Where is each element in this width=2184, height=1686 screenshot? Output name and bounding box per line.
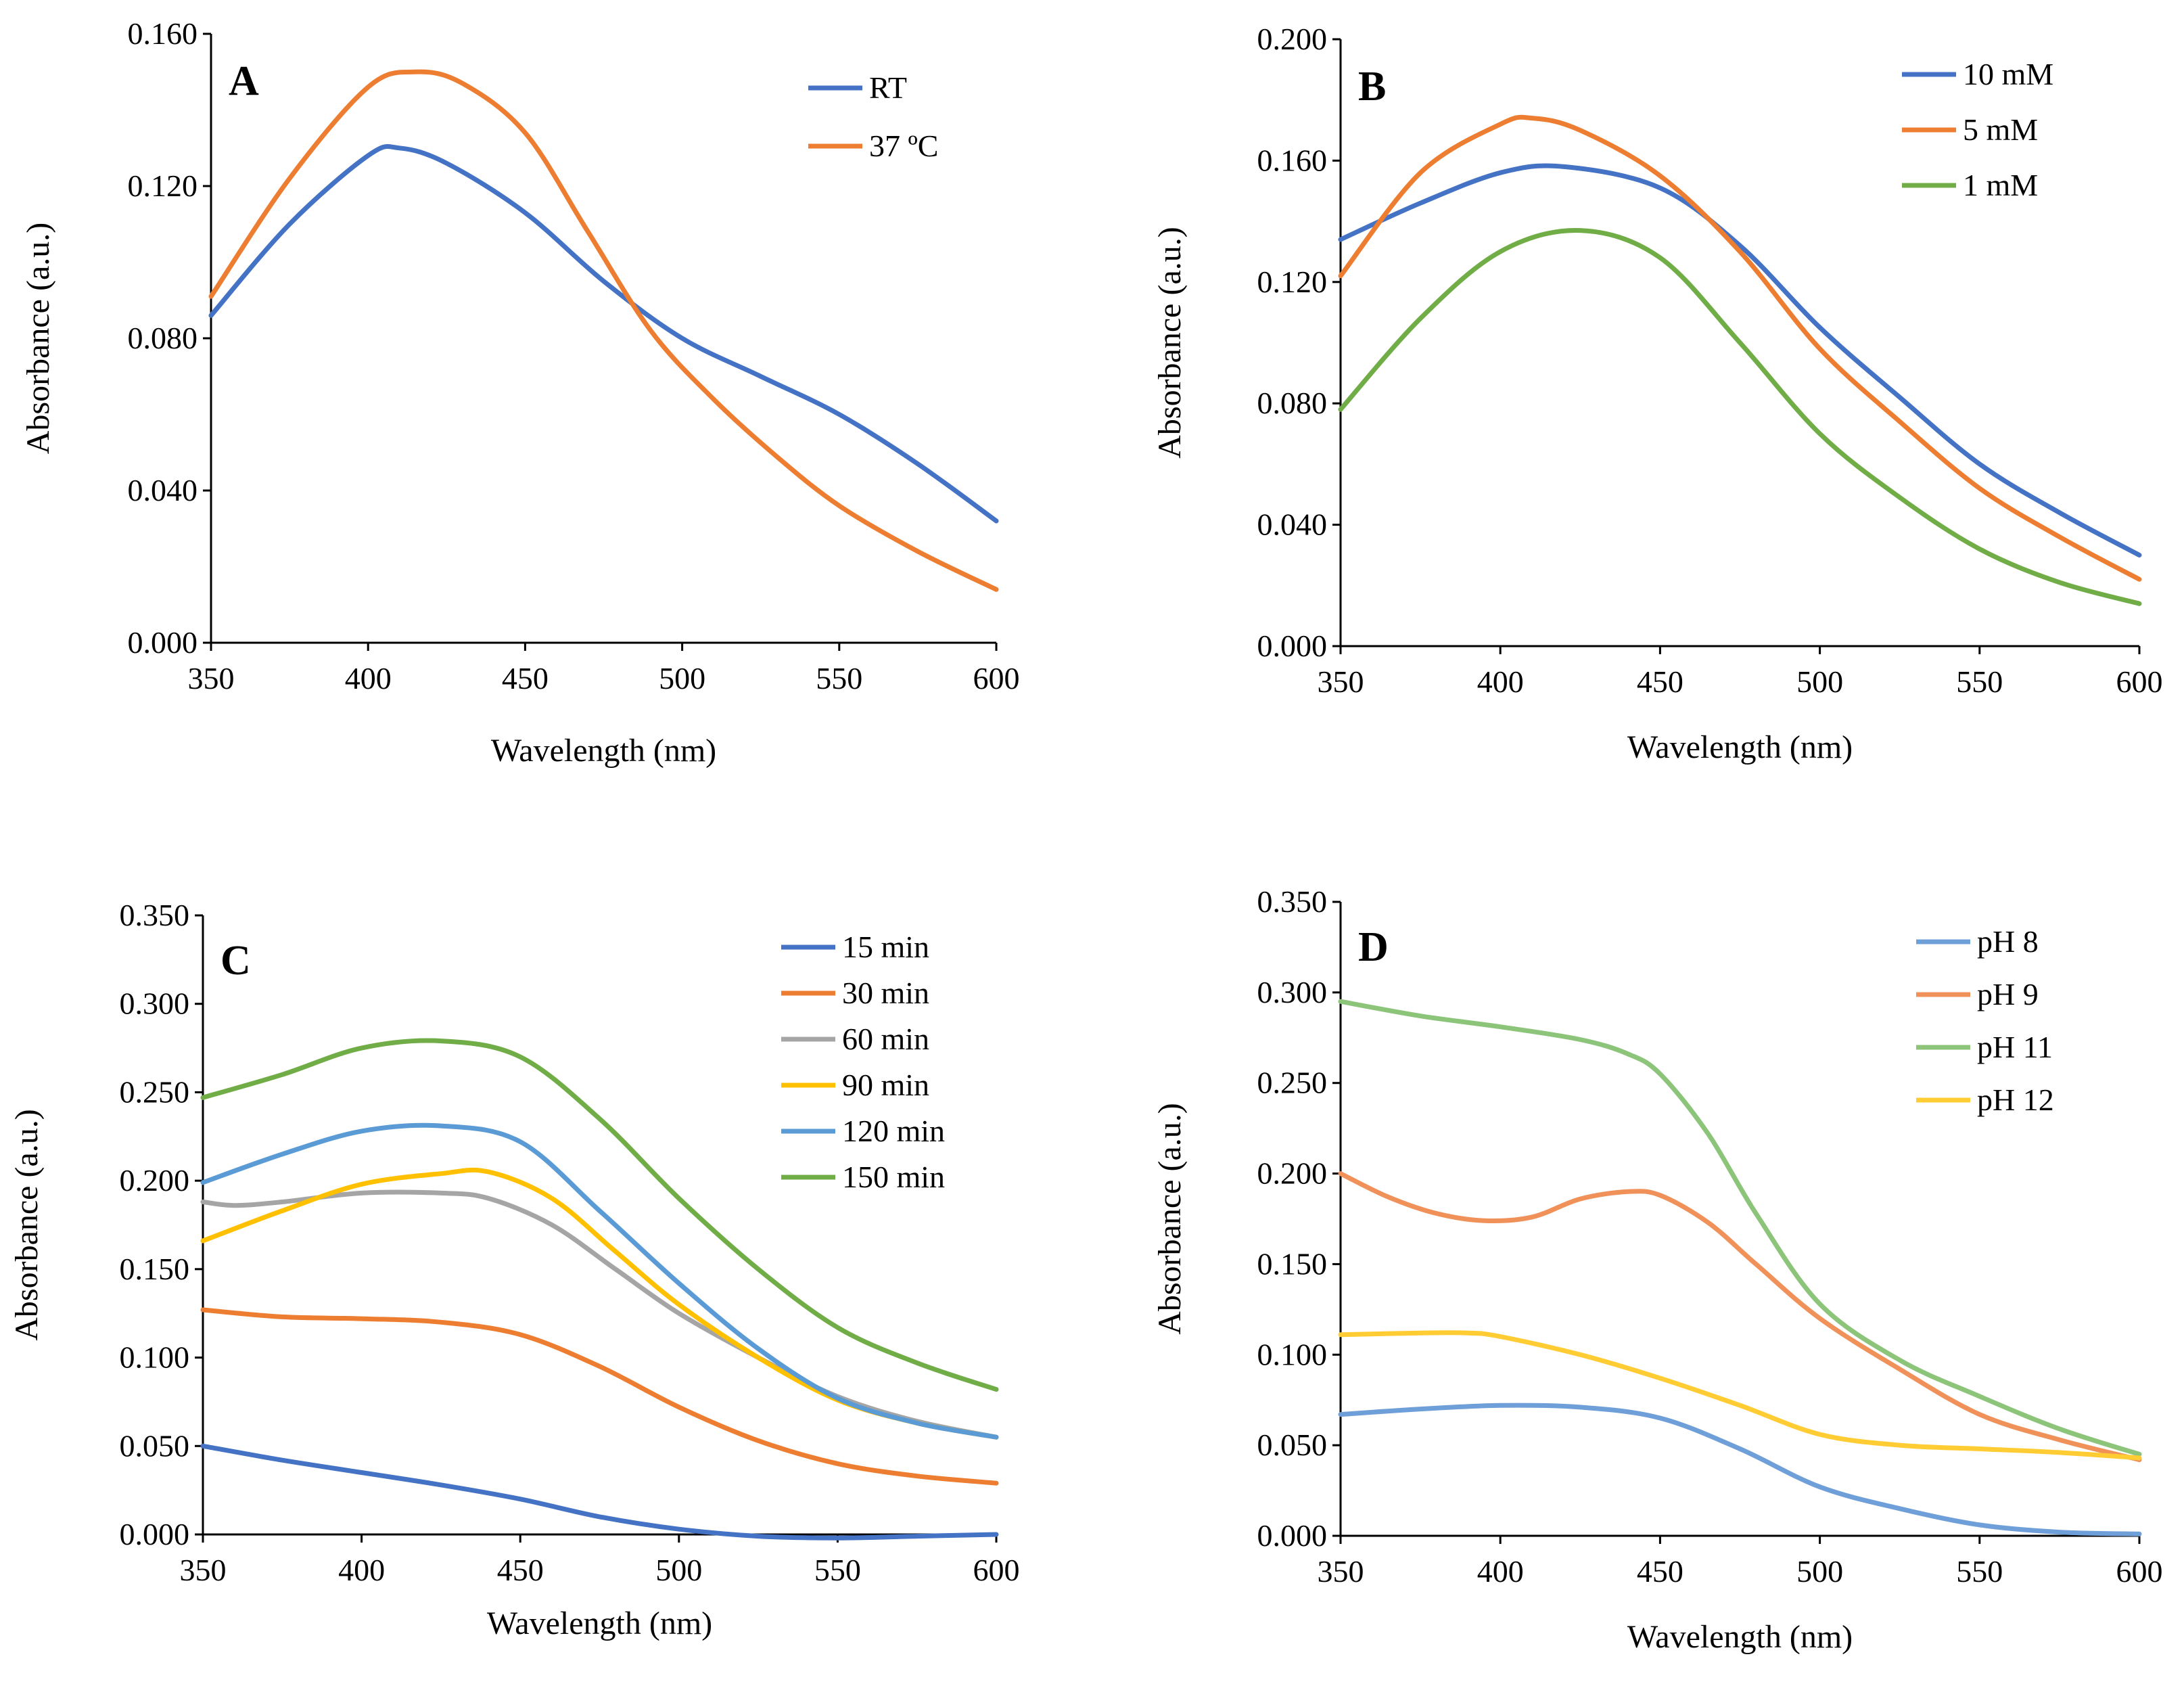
chart-d-y-tick-label: 0.200 bbox=[1257, 1156, 1328, 1191]
chart-c-y-tick-label: 0.000 bbox=[120, 1517, 190, 1551]
chart-b-x-tick-label: 500 bbox=[1796, 664, 1843, 699]
chart-d-panel-label: D bbox=[1358, 924, 1389, 970]
chart-b-series-line-1 bbox=[1338, 163, 2142, 557]
chart-c-y-tick-label: 0.200 bbox=[120, 1163, 190, 1198]
chart-b-x-axis-title: Wavelength (nm) bbox=[1627, 729, 1853, 765]
chart-a-x-tick-label: 550 bbox=[816, 661, 862, 696]
chart-b-series-line-3 bbox=[1338, 227, 2142, 606]
chart-c-legend-label: 15 min bbox=[842, 930, 929, 964]
chart-c-legend-label: 30 min bbox=[842, 976, 929, 1010]
chart-c-series-line-3 bbox=[200, 1189, 999, 1440]
chart-c-x-tick-label: 400 bbox=[338, 1553, 385, 1587]
chart-c-y-tick-label: 0.100 bbox=[120, 1340, 190, 1375]
chart-d-legend-label: pH 11 bbox=[1977, 1030, 2053, 1064]
chart-c-x-tick-label: 600 bbox=[973, 1553, 1020, 1587]
chart-b-y-tick-label: 0.160 bbox=[1257, 143, 1328, 177]
chart-d-series-line-4 bbox=[1338, 1330, 2142, 1461]
chart-b-series-line-2 bbox=[1338, 114, 2142, 582]
chart-a-x-tick-label: 600 bbox=[973, 661, 1020, 696]
chart-b-x-tick-label: 600 bbox=[2116, 664, 2163, 699]
chart-d-y-tick-label: 0.000 bbox=[1257, 1518, 1328, 1553]
chart-a-x-tick-label: 450 bbox=[502, 661, 549, 696]
chart-d-x-tick-label: 400 bbox=[1477, 1554, 1524, 1589]
chart-c-y-tick-label: 0.250 bbox=[120, 1074, 190, 1109]
chart-c-x-tick-label: 350 bbox=[180, 1553, 227, 1587]
chart-a-y-tick-label: 0.040 bbox=[128, 473, 198, 507]
chart-c-panel-label: C bbox=[220, 938, 251, 984]
chart-b-legend-label: 10 mM bbox=[1963, 57, 2053, 91]
chart-d-legend-label: pH 8 bbox=[1977, 924, 2039, 959]
chart-c-legend-label: 60 min bbox=[842, 1022, 929, 1056]
chart-a-panel-label: A bbox=[229, 58, 259, 104]
chart-d-y-tick-label: 0.150 bbox=[1257, 1246, 1328, 1281]
chart-c-series-line-5 bbox=[200, 1122, 999, 1440]
chart-d-y-tick-label: 0.300 bbox=[1257, 975, 1328, 1009]
chart-c-series-line-2 bbox=[200, 1307, 999, 1486]
chart-b-legend-label: 5 mM bbox=[1963, 112, 2038, 147]
chart-b-x-tick-label: 350 bbox=[1318, 664, 1364, 699]
chart-b-x-tick-label: 400 bbox=[1477, 664, 1524, 699]
chart-b-y-tick-label: 0.080 bbox=[1257, 386, 1328, 420]
chart-c-legend-label: 90 min bbox=[842, 1068, 929, 1102]
chart-c-legend-label: 150 min bbox=[842, 1160, 945, 1194]
chart-d-y-tick-label: 0.100 bbox=[1257, 1337, 1328, 1371]
chart-b-legend-label: 1 mM bbox=[1963, 168, 2038, 202]
chart-d-x-tick-label: 500 bbox=[1796, 1554, 1843, 1589]
chart-c-x-axis-title: Wavelength (nm) bbox=[487, 1605, 712, 1641]
chart-b-y-tick-label: 0.040 bbox=[1257, 507, 1328, 542]
chart-b-y-axis-title: Absorbance (a.u.) bbox=[1152, 227, 1188, 459]
chart-d-x-tick-label: 450 bbox=[1637, 1554, 1683, 1589]
chart-d-x-tick-label: 350 bbox=[1318, 1554, 1364, 1589]
chart-a-x-axis-title: Wavelength (nm) bbox=[491, 733, 716, 769]
chart-d-series-line-1 bbox=[1338, 1403, 2142, 1536]
chart-d-y-tick-label: 0.250 bbox=[1257, 1066, 1328, 1100]
chart-d-legend-label: pH 12 bbox=[1977, 1083, 2054, 1117]
chart-a-y-tick-label: 0.000 bbox=[128, 625, 198, 660]
chart-d-x-tick-label: 600 bbox=[2116, 1554, 2163, 1589]
chart-d-y-tick-label: 0.050 bbox=[1257, 1428, 1328, 1462]
chart-b-y-tick-label: 0.000 bbox=[1257, 629, 1328, 663]
chart-b-y-tick-label: 0.120 bbox=[1257, 265, 1328, 299]
chart-c-x-tick-label: 450 bbox=[497, 1553, 544, 1587]
chart-b-y-tick-label: 0.200 bbox=[1257, 22, 1328, 56]
chart-a-x-tick-label: 350 bbox=[188, 661, 235, 696]
chart-d-series-line-3 bbox=[1338, 999, 2142, 1457]
chart-c-y-tick-label: 0.150 bbox=[120, 1252, 190, 1286]
chart-a-series-line-1 bbox=[208, 144, 999, 524]
chart-a-series-line-2 bbox=[208, 69, 999, 592]
chart-b-panel-label: B bbox=[1358, 64, 1386, 110]
chart-c-legend-label: 120 min bbox=[842, 1114, 945, 1148]
chart-d-series-line-2 bbox=[1338, 1171, 2142, 1463]
chart-c-y-axis-title: Absorbance (a.u.) bbox=[9, 1109, 45, 1341]
chart-c-y-tick-label: 0.300 bbox=[120, 986, 190, 1021]
chart-a-legend-label: 37 ºC bbox=[869, 129, 938, 163]
chart-c-y-tick-label: 0.050 bbox=[120, 1428, 190, 1463]
chart-d-x-tick-label: 550 bbox=[1956, 1554, 2003, 1589]
chart-a-x-tick-label: 400 bbox=[345, 661, 392, 696]
chart-c-y-tick-label: 0.350 bbox=[120, 898, 190, 932]
chart-a-legend-label: RT bbox=[869, 70, 907, 105]
chart-a-x-tick-label: 500 bbox=[659, 661, 705, 696]
chart-c-series-line-6 bbox=[200, 1038, 999, 1392]
chart-c-series-line-1 bbox=[200, 1443, 999, 1541]
chart-a-y-axis-title: Absorbance (a.u.) bbox=[20, 223, 56, 455]
chart-a-y-tick-label: 0.160 bbox=[128, 16, 198, 51]
chart-b-x-tick-label: 550 bbox=[1956, 664, 2003, 699]
chart-d-y-axis-title: Absorbance (a.u.) bbox=[1152, 1103, 1188, 1335]
chart-d-x-axis-title: Wavelength (nm) bbox=[1627, 1619, 1853, 1655]
chart-a-y-tick-label: 0.120 bbox=[128, 168, 198, 203]
chart-a-y-tick-label: 0.080 bbox=[128, 321, 198, 355]
chart-d-legend-label: pH 9 bbox=[1977, 977, 2039, 1011]
chart-c-x-tick-label: 550 bbox=[814, 1553, 861, 1587]
chart-c-x-tick-label: 500 bbox=[655, 1553, 702, 1587]
chart-d-y-tick-label: 0.350 bbox=[1257, 884, 1328, 919]
chart-b-x-tick-label: 450 bbox=[1637, 664, 1683, 699]
